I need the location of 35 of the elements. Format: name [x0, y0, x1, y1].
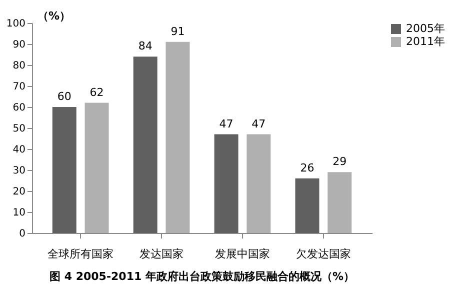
y-tick-label: 60	[12, 102, 26, 114]
bar	[295, 178, 320, 233]
data-label: 84	[138, 40, 152, 53]
y-tick-label: 70	[12, 82, 26, 92]
bar	[328, 172, 352, 233]
text: 图 4 2005-2011 年政府出台政策鼓励移民融合的概况（%）	[50, 270, 354, 283]
x-tick-label: 发达国家	[140, 248, 184, 260]
data-label: 62	[90, 86, 104, 99]
bar	[166, 42, 190, 233]
y-tick-label: 40	[12, 144, 26, 156]
bar	[246, 134, 271, 233]
data-label: 26	[300, 161, 314, 174]
bar	[84, 102, 109, 233]
data-label: 29	[332, 155, 347, 168]
y-axis-title: （%）	[38, 10, 71, 22]
legend-label: 2011年	[406, 35, 445, 48]
y-tick-label: 50	[12, 124, 26, 134]
x-tick-label: 全球所有国家	[48, 248, 114, 260]
data-label: 60	[57, 90, 72, 103]
bar	[214, 134, 238, 233]
x-tick-label: 发展中国家	[214, 248, 270, 260]
y-tick-label: 30	[12, 166, 26, 176]
data-label: 47	[252, 117, 266, 130]
data-label: 91	[170, 24, 185, 38]
legend-label: 2005年	[406, 22, 445, 35]
y-tick-label: 80	[12, 60, 26, 72]
y-tick-label: 100	[6, 18, 26, 30]
y-tick-label: 10	[12, 208, 26, 218]
y-tick-label: 90	[12, 40, 26, 50]
y-tick-label: 0	[19, 228, 26, 240]
bar	[52, 107, 76, 233]
data-label: 47	[219, 117, 234, 130]
x-tick-label: 欠发达国家	[296, 248, 351, 260]
y-tick-label: 20	[12, 186, 26, 198]
bar	[133, 56, 158, 233]
